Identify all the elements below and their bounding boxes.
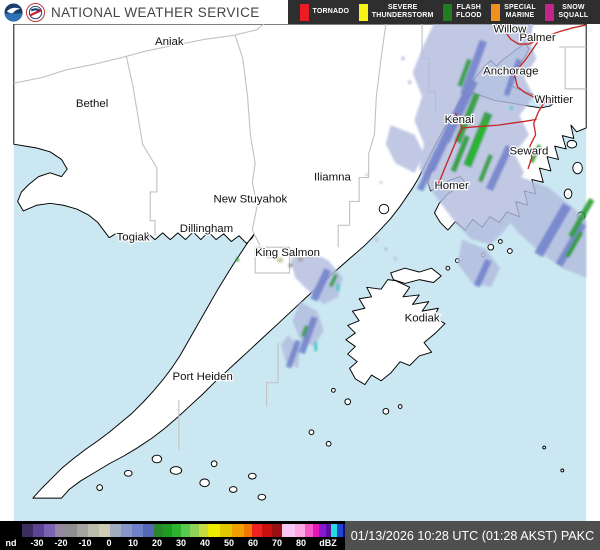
reflectivity-scale: nd -30 -20 -10 0 10 20 30 40 50 60 70 80 dBZ xyxy=(0,521,345,550)
scale-tick-60: 60 xyxy=(247,538,259,548)
legend-item-snow-squall: SNOW SQUALL xyxy=(545,3,589,21)
radar-precipitation xyxy=(236,24,595,369)
warning-legend: TORNADO SEVERE THUNDERSTORM FLASH FLOOD SPE… xyxy=(288,0,600,24)
map-label-kodiak: Kodiak xyxy=(405,313,440,325)
map-label-homer: Homer xyxy=(435,180,470,192)
legend-swatch xyxy=(443,3,453,21)
map-labels: Aniak Bethel Togiak Dillingham New Stuyahok I… xyxy=(75,22,575,384)
map-label-port-heiden: Port Heiden xyxy=(172,371,232,383)
legend-label: FLASH FLOOD xyxy=(456,4,482,19)
agency-title: NATIONAL WEATHER SERVICE xyxy=(51,4,260,20)
legend-item-flash-flood: FLASH FLOOD xyxy=(443,3,482,21)
scale-tick--20: -20 xyxy=(54,538,68,548)
highway-lines xyxy=(435,23,587,189)
legend-label: TORNADO xyxy=(312,8,350,15)
agency-logos xyxy=(0,2,45,22)
map-label-willow: Willow xyxy=(493,24,527,36)
map-label-dillingham: Dillingham xyxy=(180,223,233,235)
reflectivity-ticks: nd -30 -20 -10 0 10 20 30 40 50 60 70 80 dBZ xyxy=(0,537,345,550)
scale-tick--30: -30 xyxy=(30,538,44,548)
scale-tick-80: 80 xyxy=(295,538,307,548)
legend-label: SPECIAL MARINE xyxy=(504,4,536,19)
legend-swatch xyxy=(358,3,368,21)
noaa-logo-icon[interactable] xyxy=(4,2,23,22)
scale-tick-0: 0 xyxy=(106,538,112,548)
legend-swatch xyxy=(545,3,555,21)
timestamp-text: 01/13/2026 10:28 UTC (01:28 AKST) PAKC xyxy=(350,528,595,543)
map-label-new-stuyahok: New Stuyahok xyxy=(214,193,288,205)
nws-logo-icon[interactable] xyxy=(26,2,45,22)
scale-tick-70: 70 xyxy=(271,538,283,548)
scale-tick-40: 40 xyxy=(199,538,211,548)
scale-tick-dBZ: dBZ xyxy=(319,538,337,548)
scale-tick-20: 20 xyxy=(151,538,163,548)
scale-tick-50: 50 xyxy=(223,538,235,548)
map-label-palmer: Palmer xyxy=(519,32,555,44)
map-label-kenai: Kenai xyxy=(445,114,474,126)
legend-label: SNOW SQUALL xyxy=(558,4,589,19)
map-label-anchorage: Anchorage xyxy=(483,66,538,78)
timestamp-panel: 01/13/2026 10:28 UTC (01:28 AKST) PAKC xyxy=(345,521,600,550)
map-label-king-salmon: King Salmon xyxy=(255,247,320,259)
legend-item-special-marine: SPECIAL MARINE xyxy=(491,3,536,21)
scale-tick--10: -10 xyxy=(78,538,92,548)
legend-item-severe-thunderstorm: SEVERE THUNDERSTORM xyxy=(358,3,434,21)
scale-tick-30: 30 xyxy=(175,538,187,548)
map-label-aniak: Aniak xyxy=(155,36,184,48)
map-label-whittier: Whittier xyxy=(534,94,573,106)
map-label-togiak: Togiak xyxy=(117,232,150,244)
legend-swatch xyxy=(299,3,309,21)
legend-label: SEVERE THUNDERSTORM xyxy=(371,4,434,19)
map-label-seward: Seward xyxy=(510,146,549,158)
legend-swatch xyxy=(491,3,501,21)
scale-tick-nd: nd xyxy=(5,538,17,548)
reflectivity-gradient xyxy=(0,524,345,537)
radar-map[interactable]: Aniak Bethel Togiak Dillingham New Stuyahok I… xyxy=(0,22,600,521)
status-bar: nd -30 -20 -10 0 10 20 30 40 50 60 70 80 dBZ 01/13/20… xyxy=(0,521,600,550)
map-label-iliamna: Iliamna xyxy=(314,171,352,183)
scale-tick-10: 10 xyxy=(127,538,139,548)
map-label-bethel: Bethel xyxy=(76,98,108,110)
legend-item-tornado: TORNADO xyxy=(299,3,350,21)
